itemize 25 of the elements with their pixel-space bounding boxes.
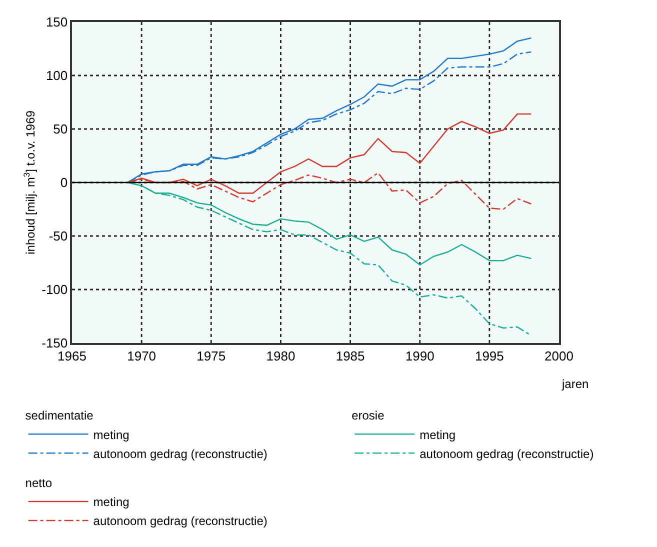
x-tick-label: 1990 bbox=[405, 348, 434, 364]
y-tick-label: 0 bbox=[60, 175, 68, 190]
x-tick-label: 1985 bbox=[336, 348, 365, 364]
y-tick-label: -100 bbox=[42, 282, 68, 298]
legend-label: autonoom gedrag (reconstructie) bbox=[93, 514, 268, 528]
y-tick-label: 50 bbox=[53, 122, 68, 137]
y-tick-label: -50 bbox=[48, 228, 68, 244]
legend-label: meting bbox=[93, 428, 130, 442]
x-tick-label: 1980 bbox=[266, 348, 296, 364]
legend-label: meting bbox=[420, 428, 456, 442]
x-tick-label: 1995 bbox=[474, 348, 504, 364]
x-tick-label: 2000 bbox=[544, 348, 574, 364]
text: sedimentatie bbox=[25, 408, 94, 423]
legend-label: meting bbox=[93, 495, 130, 510]
x-tick-label: 1970 bbox=[127, 348, 156, 364]
legend-label: autonoom gedrag (reconstructie) bbox=[420, 446, 594, 461]
y-tick-label: 100 bbox=[46, 68, 68, 84]
x-tick-label: 1965 bbox=[58, 348, 86, 364]
legend-label: autonoom gedrag (reconstructie) bbox=[93, 446, 268, 461]
x-axis-title: jaren bbox=[561, 377, 589, 391]
y-tick-label: -150 bbox=[42, 336, 68, 351]
y-tick-label: 150 bbox=[46, 14, 68, 30]
x-tick-label: 1975 bbox=[196, 348, 226, 364]
text: erosie bbox=[352, 408, 385, 423]
text: netto bbox=[25, 476, 52, 490]
